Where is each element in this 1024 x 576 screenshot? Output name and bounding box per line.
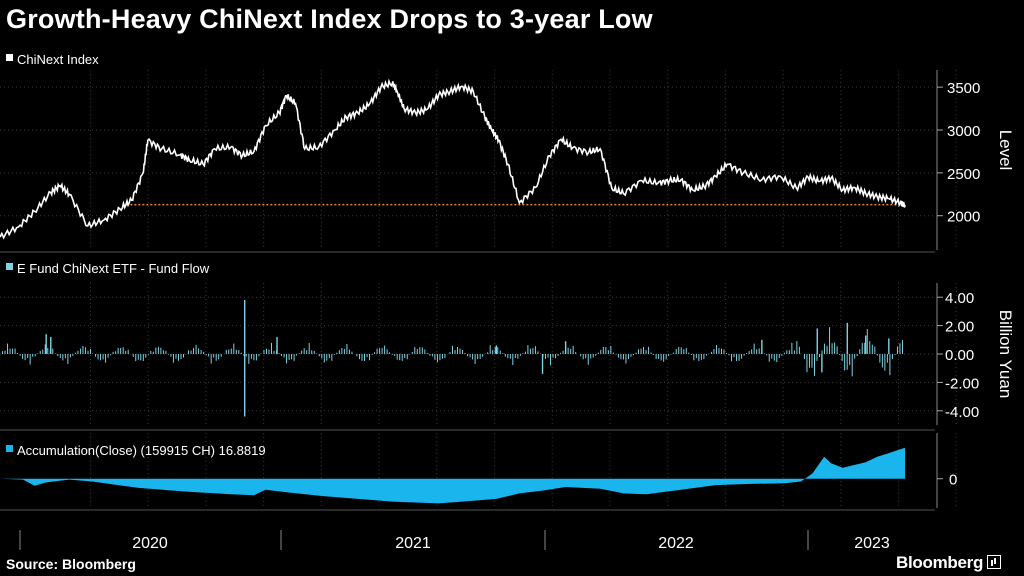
x-tick-label: 2021 bbox=[395, 535, 431, 552]
y-tick-label: 2.00 bbox=[945, 319, 974, 336]
y-tick-label: 2000 bbox=[947, 209, 980, 226]
index-panel: 2000 2500 3000 3500 ChiNext Index Level bbox=[0, 52, 1015, 240]
legend-label: ChiNext Index bbox=[17, 52, 99, 67]
brand-text: Bloomberg bbox=[896, 553, 984, 572]
legend-label: E Fund ChiNext ETF - Fund Flow bbox=[17, 261, 210, 276]
y-axis-label: Billion Yuan bbox=[996, 310, 1015, 399]
bloomberg-logo: Bloomberg bbox=[896, 553, 1002, 573]
legend-swatch bbox=[6, 445, 13, 452]
y-axis-label: Level bbox=[996, 130, 1015, 171]
source-note: Source: Bloomberg bbox=[6, 556, 136, 572]
legend-label: Accumulation(Close) (159915 CH) 16.8819 bbox=[17, 443, 266, 458]
y-tick-label: 4.00 bbox=[945, 290, 974, 307]
accumulation-panel: 0 Accumulation(Close) (159915 CH) 16.8819 bbox=[0, 443, 957, 504]
index-series-line bbox=[0, 78, 906, 240]
y-tick-label: 2500 bbox=[947, 166, 980, 183]
x-tick-label: 2020 bbox=[132, 535, 168, 552]
y-tick-label: -2.00 bbox=[945, 375, 979, 392]
chart-title: Growth-Heavy ChiNext Index Drops to 3-ye… bbox=[6, 4, 653, 34]
bloomberg-terminal-icon bbox=[987, 555, 1002, 569]
grid-lines bbox=[0, 70, 957, 511]
y-tick-label: 0.00 bbox=[945, 347, 974, 364]
x-tick-label: 2022 bbox=[658, 535, 694, 552]
x-tick-label: 2023 bbox=[854, 535, 890, 552]
y-tick-label: 3500 bbox=[947, 80, 980, 97]
legend-swatch bbox=[6, 263, 13, 270]
x-axis: 2020 2021 2022 2023 bbox=[19, 530, 890, 552]
y-tick-label: -4.00 bbox=[945, 404, 979, 421]
y-tick-label: 3000 bbox=[947, 123, 980, 140]
accumulation-area bbox=[0, 447, 905, 504]
legend-swatch bbox=[6, 54, 13, 61]
fund-flow-panel: 4.00 2.00 0.00 -2.00 -4.00 E Fund ChiNext ETF… bbox=[0, 261, 1015, 421]
y-tick-label: 0 bbox=[949, 472, 957, 489]
